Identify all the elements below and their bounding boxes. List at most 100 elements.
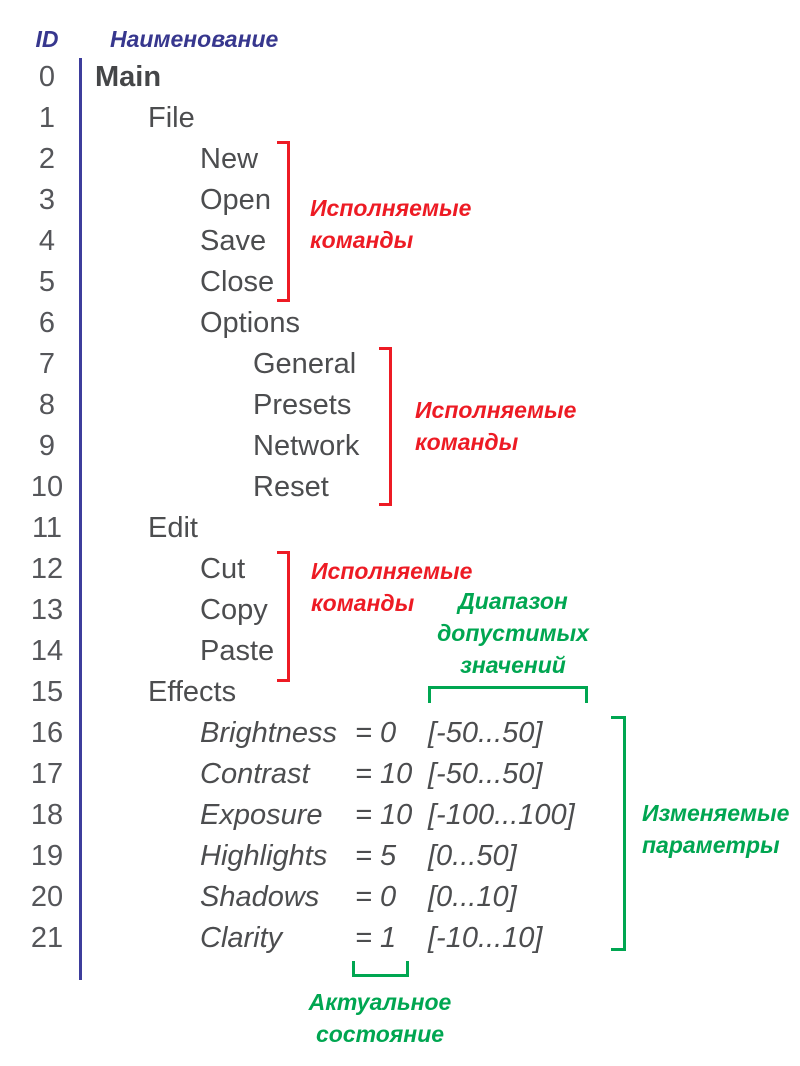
annotation-mutable-parameters: Изменяемые параметры <box>642 797 789 861</box>
row-label: Paste <box>200 635 275 667</box>
annotation-line: команды <box>311 590 415 616</box>
tree-row: 14 Paste <box>0 631 800 672</box>
row-label: Close <box>200 266 275 298</box>
annotation-line: команды <box>310 227 414 253</box>
row-label: General <box>253 348 357 380</box>
row-label: Reset <box>253 471 329 503</box>
row-label: Effects <box>148 676 237 708</box>
row-id: 17 <box>30 758 64 790</box>
tree-row: 20 Shadows = 0 [0...10] <box>0 877 800 918</box>
annotation-line: Диапазон <box>458 588 568 614</box>
row-id: 8 <box>38 389 56 421</box>
row-allowed-range: [-50...50] <box>428 717 543 749</box>
tree-row: 8 Presets <box>0 385 800 426</box>
row-allowed-range: [-50...50] <box>428 758 543 790</box>
row-id: 9 <box>38 430 56 462</box>
row-id: 13 <box>30 594 64 626</box>
row-label: File <box>148 102 195 134</box>
annotation-line: Изменяемые <box>642 800 790 826</box>
tree-row: 7 General <box>0 344 800 385</box>
row-label: Shadows <box>200 881 320 913</box>
row-id: 0 <box>38 61 56 93</box>
annotation-line: Исполняемые <box>415 397 577 423</box>
row-id: 4 <box>38 225 56 257</box>
row-id: 14 <box>30 635 64 667</box>
name-column-header: Наименование <box>110 26 279 52</box>
annotation-line: Исполняемые <box>310 195 472 221</box>
tree-row: 17 Contrast = 10 [-50...50] <box>0 754 800 795</box>
annotation-executable-commands-file: Исполняемые команды <box>310 192 471 256</box>
row-id: 7 <box>38 348 56 380</box>
row-id: 18 <box>30 799 64 831</box>
row-label: Main <box>95 61 162 93</box>
annotation-line: состояние <box>315 1021 445 1047</box>
annotation-line: значений <box>460 652 566 678</box>
tree-row: 16 Brightness = 0 [-50...50] <box>0 713 800 754</box>
row-current-value: = 10 <box>355 758 413 790</box>
tree-row: 13 Copy <box>0 590 800 631</box>
annotation-executable-commands-options: Исполняемые команды <box>415 394 576 458</box>
row-label: Contrast <box>200 758 310 790</box>
annotation-executable-commands-edit: Исполняемые команды <box>311 555 472 619</box>
row-id: 19 <box>30 840 64 872</box>
tree-row: 2 New <box>0 139 800 180</box>
row-label: Highlights <box>200 840 328 872</box>
annotation-line: параметры <box>642 832 780 858</box>
annotation-current-state: Актуальное состояние <box>298 986 462 1050</box>
row-label: Cut <box>200 553 246 585</box>
row-id: 5 <box>38 266 56 298</box>
annotation-line: допустимых <box>437 620 589 646</box>
row-label: Options <box>200 307 300 339</box>
row-allowed-range: [-100...100] <box>428 799 575 831</box>
row-allowed-range: [0...10] <box>428 881 517 913</box>
bracket-options-commands <box>379 347 392 506</box>
row-label: Clarity <box>200 922 283 954</box>
row-current-value: = 10 <box>355 799 413 831</box>
annotation-line: Актуальное <box>308 989 452 1015</box>
bracket-mutable-parameters <box>611 716 626 951</box>
row-id: 2 <box>38 143 56 175</box>
row-allowed-range: [-10...10] <box>428 922 543 954</box>
row-label: Edit <box>148 512 198 544</box>
tree-row: 18 Exposure = 10 [-100...100] <box>0 795 800 836</box>
row-current-value: = 1 <box>355 922 397 954</box>
row-current-value: = 0 <box>355 717 397 749</box>
row-label: Presets <box>253 389 352 421</box>
annotation-allowed-range: Диапазон допустимых значений <box>433 585 593 681</box>
row-label: Exposure <box>200 799 323 831</box>
bracket-allowed-range <box>428 686 588 703</box>
row-current-value: = 0 <box>355 881 397 913</box>
row-id: 11 <box>31 512 63 544</box>
row-label: Network <box>253 430 360 462</box>
tree-row: 0 Main <box>0 57 800 98</box>
row-id: 16 <box>30 717 64 749</box>
row-label: Save <box>200 225 267 257</box>
tree-row: 4 Save <box>0 221 800 262</box>
tree-row: 3 Open <box>0 180 800 221</box>
row-label: Open <box>200 184 271 216</box>
tree-row: 10 Reset <box>0 467 800 508</box>
tree-row: 12 Cut <box>0 549 800 590</box>
tree-row: 6 Options <box>0 303 800 344</box>
tree-row: 11 Edit <box>0 508 800 549</box>
tree-row: 15 Effects <box>0 672 800 713</box>
row-id: 6 <box>38 307 56 339</box>
tree: 0 Main 1 File 2 New 3 Open 4 Save 5 Close 6 Options 7 G… <box>0 57 800 959</box>
tree-row: 19 Highlights = 5 [0...50] <box>0 836 800 877</box>
row-id: 20 <box>30 881 64 913</box>
annotation-line: Исполняемые <box>311 558 473 584</box>
row-id: 15 <box>30 676 64 708</box>
row-id: 1 <box>38 102 56 134</box>
row-label: Copy <box>200 594 268 626</box>
column-divider-line <box>79 58 82 980</box>
bracket-current-state <box>352 961 409 977</box>
tree-row: 21 Clarity = 1 [-10...10] <box>0 918 800 959</box>
row-label: Brightness <box>200 717 338 749</box>
annotation-line: команды <box>415 429 519 455</box>
tree-row: 5 Close <box>0 262 800 303</box>
row-id: 12 <box>30 553 64 585</box>
id-column-header: ID <box>35 26 59 52</box>
row-id: 21 <box>30 922 64 954</box>
row-allowed-range: [0...50] <box>428 840 517 872</box>
row-current-value: = 5 <box>355 840 397 872</box>
